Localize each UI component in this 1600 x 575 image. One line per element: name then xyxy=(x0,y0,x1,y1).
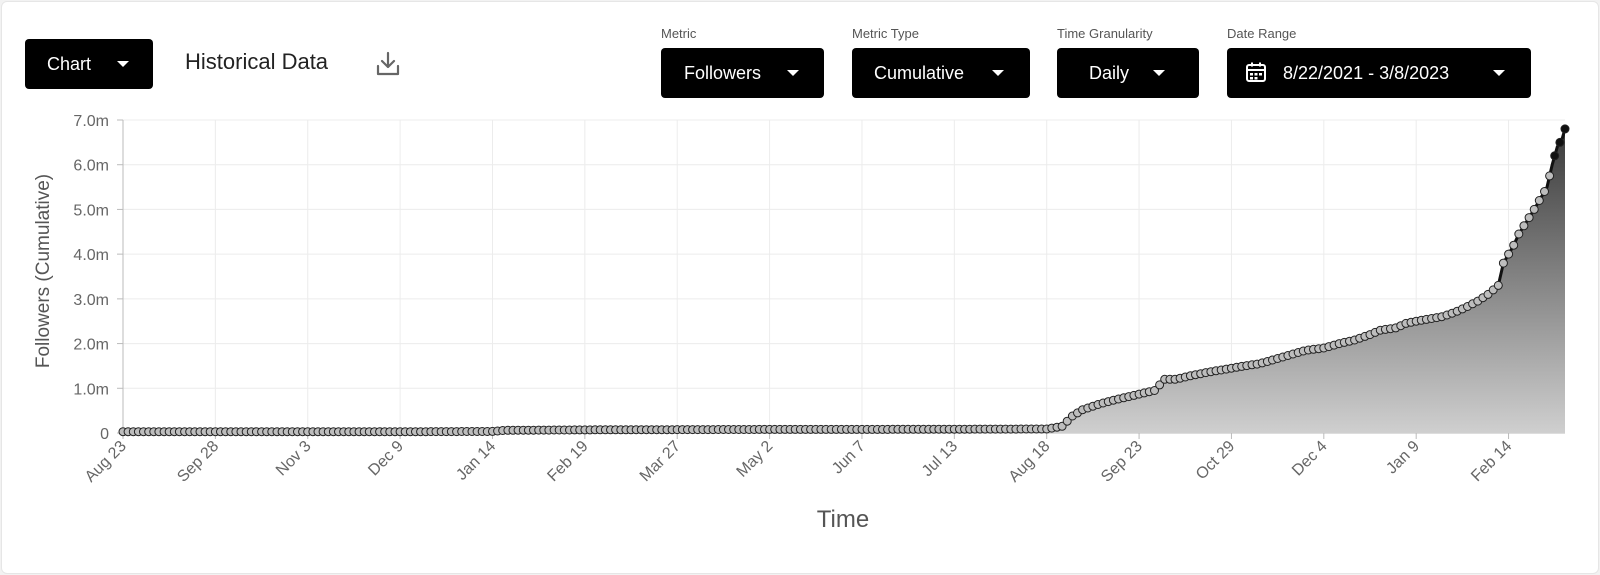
x-tick-label: Jan 14 xyxy=(453,438,499,484)
chevron-down-icon xyxy=(787,70,799,76)
x-tick-label: May 2 xyxy=(734,438,777,481)
y-tick-label: 1.0m xyxy=(73,381,109,398)
data-point xyxy=(1524,213,1534,223)
time-granularity-label: Time Granularity xyxy=(1057,26,1153,41)
x-tick-label: Jun 7 xyxy=(829,438,869,478)
chevron-down-icon xyxy=(1153,70,1165,76)
time-granularity-value: Daily xyxy=(1089,62,1130,83)
metric-dropdown[interactable]: Followers xyxy=(661,48,824,98)
data-point xyxy=(1509,240,1519,250)
view-mode-label: Chart xyxy=(47,53,92,74)
metric-type-value: Cumulative xyxy=(874,62,965,83)
data-point xyxy=(1493,280,1503,290)
x-axis-label: Time xyxy=(817,506,869,533)
y-tick-label: 0 xyxy=(100,426,109,443)
download-icon[interactable] xyxy=(374,50,402,78)
data-point xyxy=(1514,229,1524,239)
y-tick-label: 4.0m xyxy=(73,247,109,264)
metric-type-label: Metric Type xyxy=(852,26,919,41)
followers-area xyxy=(123,128,1565,433)
chevron-down-icon xyxy=(1493,70,1505,76)
chevron-down-icon xyxy=(992,70,1004,76)
data-point xyxy=(1540,187,1549,196)
metric-value: Followers xyxy=(684,62,762,83)
date-range-label: Date Range xyxy=(1227,26,1297,41)
x-axis: Aug 23 Sep 28 Nov 3 Dec 9 Jan 14 Feb 19 Mar 27… xyxy=(82,432,1565,486)
x-tick-label: Sep 23 xyxy=(1098,438,1146,486)
x-tick-label: Dec 4 xyxy=(1289,438,1331,480)
data-point xyxy=(1529,204,1539,214)
date-range-value: 8/22/2021 - 3/8/2023 xyxy=(1283,62,1450,83)
x-tick-label: Sep 28 xyxy=(174,438,222,486)
x-tick-label: Jan 9 xyxy=(1383,438,1423,478)
data-point xyxy=(1555,137,1565,147)
data-point xyxy=(1550,151,1560,161)
calendar-icon xyxy=(1246,62,1266,82)
x-tick-label: Nov 3 xyxy=(273,438,315,480)
date-range-picker[interactable]: 8/22/2021 - 3/8/2023 xyxy=(1227,48,1531,98)
x-tick-label: Feb 19 xyxy=(544,438,591,485)
data-point xyxy=(1534,196,1544,205)
view-mode-dropdown[interactable]: Chart xyxy=(25,39,153,89)
x-tick-label: Feb 14 xyxy=(1468,438,1515,485)
y-axis: 0 1.0m 2.0m 3.0m 4.0m 5.0m 6.0m 7.0m xyxy=(73,113,124,443)
x-tick-label: Oct 29 xyxy=(1193,438,1238,483)
metric-type-dropdown[interactable]: Cumulative xyxy=(852,48,1030,98)
data-point xyxy=(1498,258,1508,268)
data-point xyxy=(1062,416,1072,426)
x-tick-label: Aug 18 xyxy=(1006,438,1054,486)
chevron-down-icon xyxy=(117,61,129,67)
y-tick-label: 3.0m xyxy=(73,292,109,309)
page-title: Historical Data xyxy=(185,49,329,74)
data-point xyxy=(1504,249,1514,259)
data-point xyxy=(1519,221,1529,231)
data-point xyxy=(1545,171,1555,181)
data-point xyxy=(1560,124,1570,134)
x-tick-label: Mar 27 xyxy=(637,438,684,485)
time-granularity-dropdown[interactable]: Daily xyxy=(1057,48,1199,98)
metric-label: Metric xyxy=(661,26,697,41)
y-tick-label: 5.0m xyxy=(73,202,109,219)
y-axis-label: Followers (Cumulative) xyxy=(33,174,54,368)
y-tick-label: 2.0m xyxy=(73,337,109,354)
x-tick-label: Jul 13 xyxy=(919,438,961,480)
data-markers xyxy=(118,124,1570,437)
y-tick-label: 7.0m xyxy=(73,113,109,130)
chart-grid xyxy=(122,119,1565,434)
data-point xyxy=(1155,380,1165,390)
x-tick-label: Dec 9 xyxy=(365,438,407,480)
data-point xyxy=(1150,386,1159,395)
y-tick-label: 6.0m xyxy=(73,158,109,175)
x-tick-label: Aug 23 xyxy=(82,438,130,486)
